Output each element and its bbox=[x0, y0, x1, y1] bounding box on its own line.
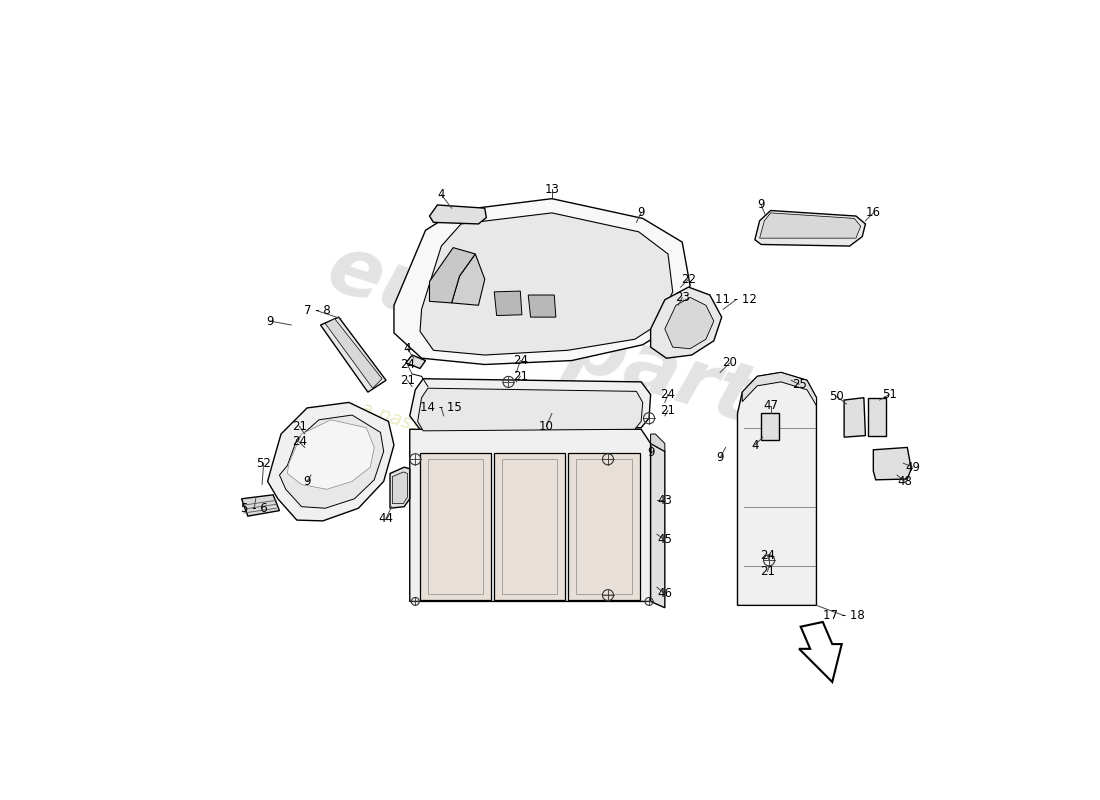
Text: 21: 21 bbox=[760, 565, 775, 578]
Polygon shape bbox=[494, 291, 521, 315]
Polygon shape bbox=[452, 254, 485, 306]
Polygon shape bbox=[761, 414, 779, 439]
Text: 21: 21 bbox=[400, 374, 415, 387]
Text: 48: 48 bbox=[898, 475, 912, 488]
Polygon shape bbox=[755, 210, 866, 246]
Polygon shape bbox=[242, 495, 279, 516]
Polygon shape bbox=[420, 453, 491, 600]
Text: 44: 44 bbox=[378, 512, 394, 525]
Text: 24: 24 bbox=[513, 354, 528, 367]
Polygon shape bbox=[393, 472, 407, 503]
Polygon shape bbox=[279, 415, 384, 508]
Text: a passion for parts since 1985: a passion for parts since 1985 bbox=[358, 398, 644, 508]
Polygon shape bbox=[569, 453, 639, 600]
Text: 7 - 8: 7 - 8 bbox=[304, 304, 331, 318]
Text: 9: 9 bbox=[266, 314, 274, 327]
Text: 13: 13 bbox=[544, 182, 559, 196]
Text: 20: 20 bbox=[723, 357, 737, 370]
Polygon shape bbox=[409, 378, 650, 430]
Text: 5 - 6: 5 - 6 bbox=[241, 502, 267, 514]
Text: 24: 24 bbox=[660, 388, 675, 401]
Text: eurosparts: eurosparts bbox=[317, 229, 811, 456]
Text: 25: 25 bbox=[792, 378, 806, 390]
Text: 9: 9 bbox=[647, 446, 654, 459]
Polygon shape bbox=[494, 453, 565, 600]
Text: 10: 10 bbox=[539, 420, 553, 433]
Text: 9: 9 bbox=[304, 475, 311, 488]
Text: 9: 9 bbox=[637, 206, 645, 219]
Polygon shape bbox=[650, 443, 664, 608]
Text: 45: 45 bbox=[658, 534, 672, 546]
Text: 46: 46 bbox=[658, 587, 672, 600]
Polygon shape bbox=[650, 434, 664, 451]
Polygon shape bbox=[429, 205, 486, 224]
Text: 4: 4 bbox=[438, 188, 446, 202]
Polygon shape bbox=[420, 213, 673, 355]
Text: 17 - 18: 17 - 18 bbox=[823, 609, 865, 622]
Text: 23: 23 bbox=[674, 291, 690, 304]
Text: 21: 21 bbox=[660, 404, 675, 417]
Text: 51: 51 bbox=[882, 388, 896, 401]
Polygon shape bbox=[394, 198, 690, 365]
Polygon shape bbox=[760, 213, 860, 238]
Polygon shape bbox=[406, 355, 426, 369]
Text: 24: 24 bbox=[760, 549, 775, 562]
Text: 4: 4 bbox=[404, 342, 411, 355]
Text: 22: 22 bbox=[681, 273, 696, 286]
Polygon shape bbox=[742, 373, 816, 406]
Text: 52: 52 bbox=[256, 457, 271, 470]
Text: 49: 49 bbox=[905, 461, 921, 474]
Text: 9: 9 bbox=[716, 451, 724, 464]
Polygon shape bbox=[844, 398, 866, 437]
Polygon shape bbox=[390, 467, 409, 508]
Polygon shape bbox=[528, 295, 556, 317]
Polygon shape bbox=[429, 248, 475, 303]
Polygon shape bbox=[873, 447, 911, 480]
Text: 50: 50 bbox=[828, 390, 844, 402]
Text: 4: 4 bbox=[751, 438, 759, 451]
Polygon shape bbox=[737, 373, 816, 606]
Text: 16: 16 bbox=[866, 206, 881, 219]
Polygon shape bbox=[664, 298, 714, 349]
Text: 11 - 12: 11 - 12 bbox=[715, 294, 757, 306]
Text: 14 - 15: 14 - 15 bbox=[420, 402, 462, 414]
Text: 47: 47 bbox=[763, 399, 778, 412]
Polygon shape bbox=[418, 388, 642, 431]
Text: 24: 24 bbox=[292, 435, 307, 449]
Polygon shape bbox=[320, 317, 386, 392]
Text: 43: 43 bbox=[658, 494, 672, 507]
Polygon shape bbox=[409, 430, 650, 602]
Polygon shape bbox=[650, 287, 722, 358]
Text: 21: 21 bbox=[292, 420, 307, 433]
Polygon shape bbox=[326, 318, 382, 388]
Text: 9: 9 bbox=[758, 198, 764, 211]
Text: 21: 21 bbox=[513, 370, 528, 383]
Polygon shape bbox=[287, 420, 374, 490]
Polygon shape bbox=[267, 402, 394, 521]
Polygon shape bbox=[868, 398, 886, 435]
Text: 24: 24 bbox=[400, 358, 415, 371]
